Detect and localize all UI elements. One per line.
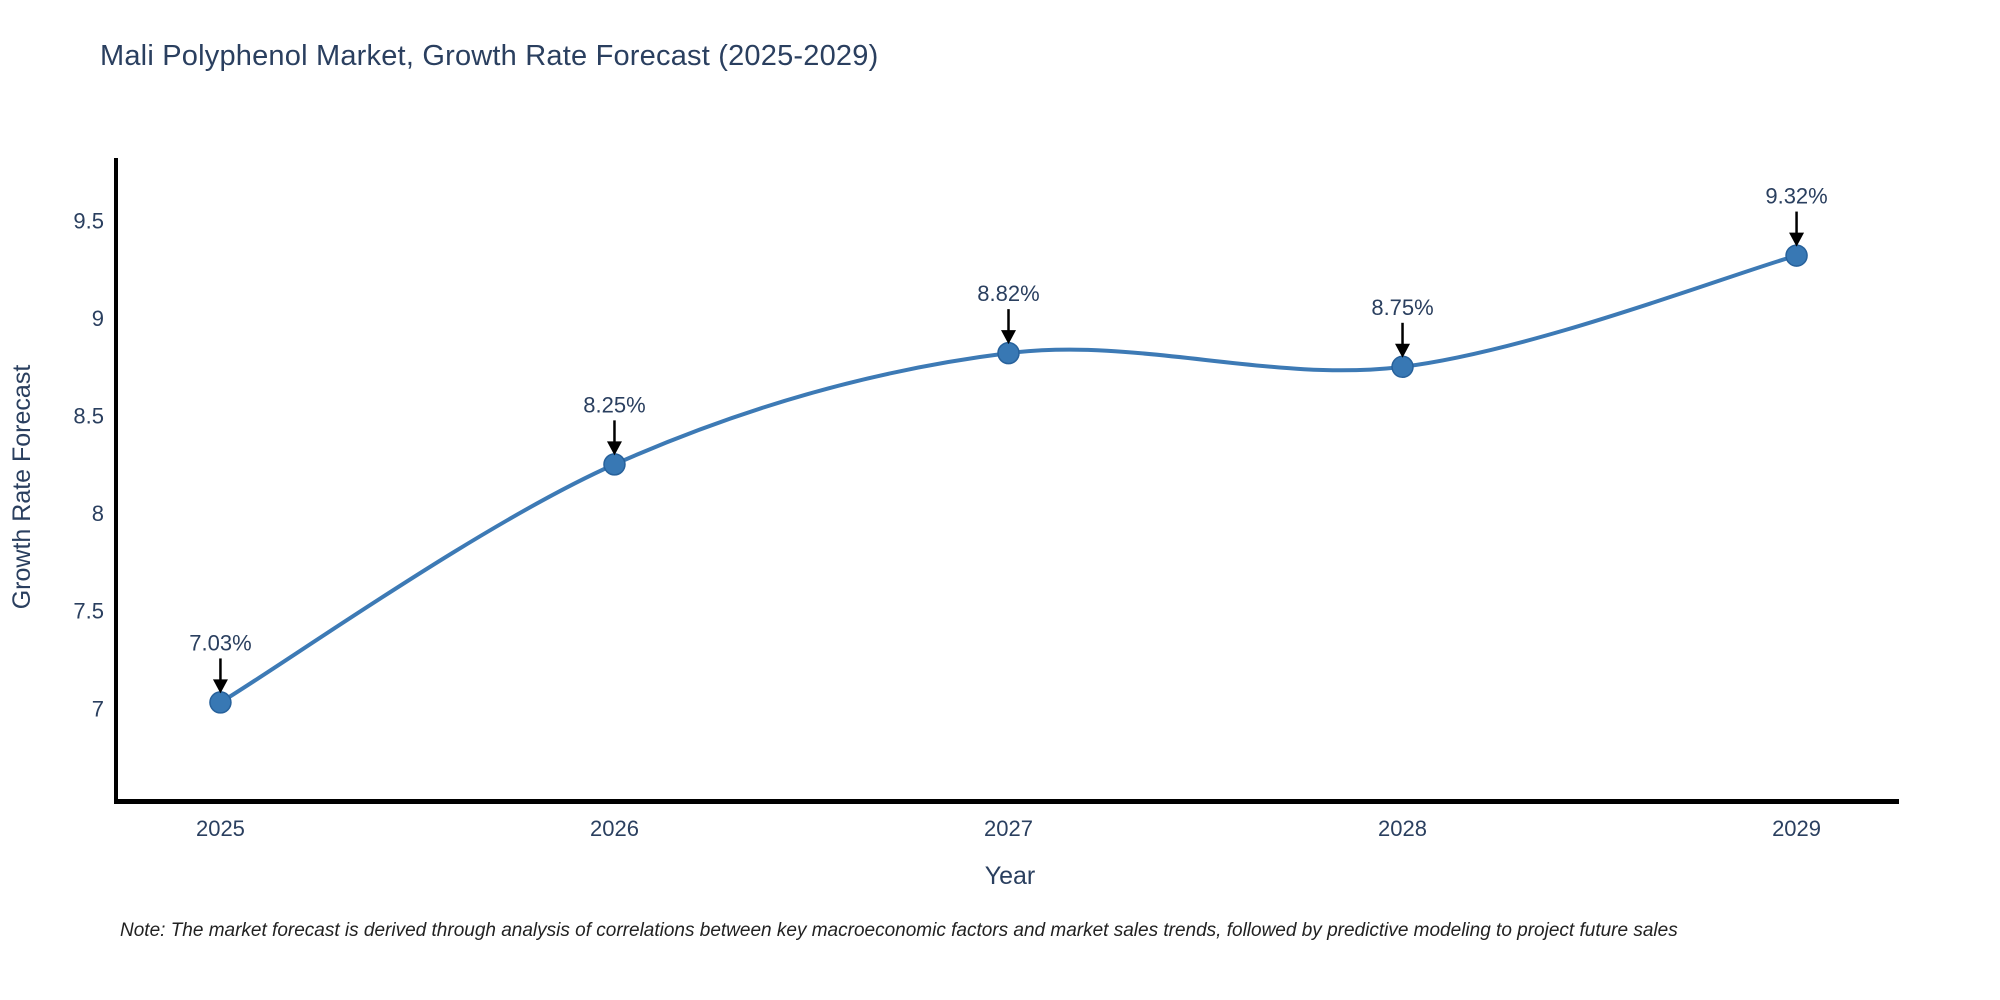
point-label: 9.32% xyxy=(1765,184,1827,209)
annotation-arrowhead xyxy=(212,679,228,694)
footnote: Note: The market forecast is derived thr… xyxy=(120,920,1678,941)
y-tick-label: 9 xyxy=(92,306,104,331)
point-label: 8.75% xyxy=(1371,295,1433,320)
data-point-marker xyxy=(603,453,626,476)
data-point-marker xyxy=(997,341,1020,365)
x-tick-label: 2025 xyxy=(196,816,245,841)
x-tick-label: 2027 xyxy=(984,816,1033,841)
tick-layer: 7 7.5 8 8.5 9 9.5 2025 2026 2027 2028 2029 xyxy=(73,208,1821,841)
y-tick-label: 7.5 xyxy=(73,599,104,624)
data-point-marker xyxy=(209,691,232,714)
annotation-arrowhead xyxy=(1395,343,1411,358)
data-point-marker xyxy=(1785,244,1808,267)
y-axis-line xyxy=(114,158,118,803)
annotation-arrowhead xyxy=(1789,232,1805,247)
point-label: 7.03% xyxy=(189,630,251,655)
y-tick-label: 8.5 xyxy=(73,404,104,429)
point-label: 8.82% xyxy=(977,281,1039,306)
x-tick-label: 2028 xyxy=(1378,816,1427,841)
y-tick-label: 9.5 xyxy=(73,208,104,233)
y-tick-label: 7 xyxy=(92,696,104,721)
y-tick-label: 8 xyxy=(92,501,104,526)
x-axis-line xyxy=(114,799,1899,804)
data-point-marker xyxy=(1391,355,1414,379)
x-tick-label: 2026 xyxy=(590,816,639,841)
annotation-layer: 7.03% 8.25% 8.82% 8.75% 9.32% xyxy=(189,184,1828,694)
annotation-arrowhead xyxy=(606,441,622,456)
axes-layer xyxy=(114,158,1899,804)
x-tick-label: 2029 xyxy=(1772,816,1821,841)
x-axis-title: Year xyxy=(985,862,1036,890)
point-label: 8.25% xyxy=(583,392,645,417)
y-axis-title: Growth Rate Forecast xyxy=(8,365,36,610)
annotation-arrowhead xyxy=(1001,330,1016,345)
chart-title: Mali Polyphenol Market, Growth Rate Fore… xyxy=(100,40,879,72)
